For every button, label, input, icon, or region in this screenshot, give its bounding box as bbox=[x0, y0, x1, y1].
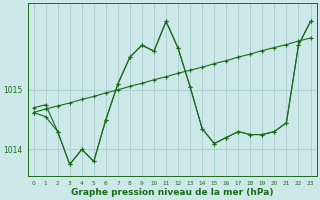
X-axis label: Graphe pression niveau de la mer (hPa): Graphe pression niveau de la mer (hPa) bbox=[71, 188, 273, 197]
